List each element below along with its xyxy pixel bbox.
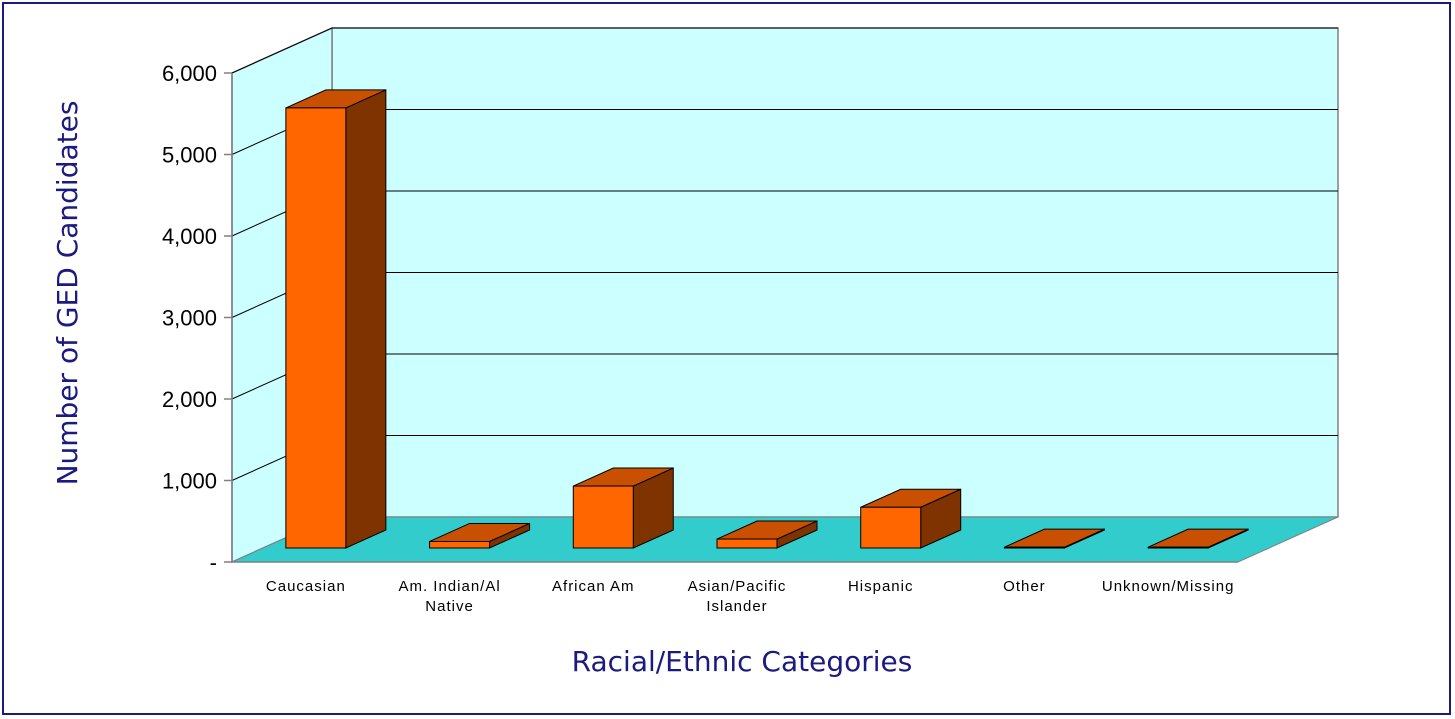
x-category-label-line: Native: [425, 598, 474, 615]
y-tick-labels: - 1,000 2,000 3,000 4,000 5,000 6,000: [162, 61, 217, 575]
y-tick-label: 6,000: [162, 61, 217, 86]
gridline: [231, 27, 1338, 74]
y-tick-label: -: [210, 550, 217, 575]
x-category-label-line: Caucasian: [266, 578, 346, 595]
x-category-label-line: African Am: [552, 578, 635, 595]
bar-front: [716, 538, 778, 549]
y-tick-label: 3,000: [162, 306, 217, 331]
y-axis-title: Number of GED Candidates: [51, 101, 84, 486]
x-category-label-line: Hispanic: [848, 578, 914, 595]
bar-front: [429, 540, 491, 549]
x-category-label-line: Other: [1003, 578, 1046, 595]
y-tick-label: 5,000: [162, 143, 217, 168]
bar: [572, 467, 674, 549]
x-category-label: Other: [1003, 578, 1046, 595]
x-category-label-line: Unknown/Missing: [1102, 578, 1235, 595]
y-tick-label: 1,000: [162, 469, 217, 494]
bar-front: [860, 506, 922, 549]
bar-front: [1147, 546, 1209, 549]
bars: [285, 89, 1249, 549]
x-category-label: Am. Indian/Al Native: [398, 578, 500, 615]
bar: [285, 89, 387, 549]
bar-front: [285, 107, 347, 549]
x-category-label-line: Islander: [706, 598, 767, 615]
bar-front: [1003, 546, 1065, 549]
bar: [429, 522, 531, 549]
axes: [224, 72, 1238, 563]
bar: [716, 520, 818, 549]
bar: [1003, 528, 1105, 549]
bar: [860, 488, 962, 549]
bar: [1147, 528, 1249, 549]
y-tick-label: 2,000: [162, 387, 217, 412]
chart-walls: [231, 26, 1339, 564]
x-category-label-line: Asian/Pacific: [688, 578, 787, 595]
x-category-label: African Am: [552, 578, 635, 595]
x-category-label: Hispanic: [848, 578, 914, 595]
x-category-label-line: Am. Indian/Al: [398, 578, 500, 595]
x-category-labels: Caucasian Am. Indian/Al Native African Am As…: [266, 578, 1235, 615]
x-category-label: Unknown/Missing: [1102, 578, 1235, 595]
bar-front: [572, 485, 634, 549]
y-tick-label: 4,000: [162, 224, 217, 249]
x-category-label: Asian/Pacific Islander: [688, 578, 787, 615]
bar-side: [345, 89, 387, 549]
x-axis-title: Racial/Ethnic Categories: [572, 645, 913, 678]
x-category-label: Caucasian: [266, 578, 346, 595]
